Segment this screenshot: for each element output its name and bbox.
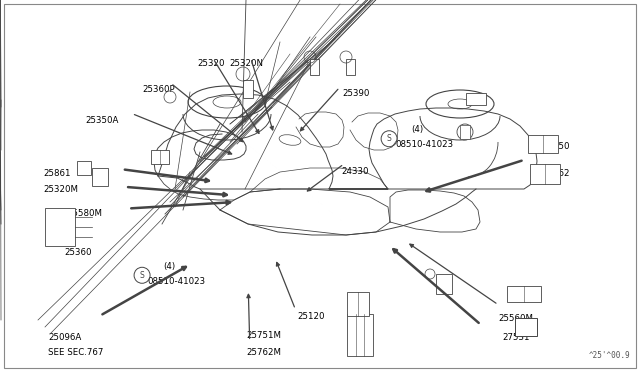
Bar (466, 93, 486, 105)
Bar (77, 161, 91, 175)
Bar (310, 59, 319, 75)
Bar (530, 164, 560, 184)
Bar (347, 292, 369, 316)
Text: S: S (387, 134, 392, 143)
Text: 25120: 25120 (298, 312, 325, 321)
Text: 25320M: 25320M (44, 185, 79, 194)
Text: 25390: 25390 (342, 89, 370, 97)
Text: 25861: 25861 (44, 169, 71, 178)
Text: S: S (140, 271, 145, 280)
Bar (528, 135, 558, 153)
Bar (45, 208, 75, 246)
Bar (92, 168, 108, 186)
Bar (436, 274, 452, 294)
Bar (151, 150, 169, 164)
Bar (515, 318, 537, 336)
Bar (243, 80, 253, 98)
Text: 24330: 24330 (342, 167, 369, 176)
Text: 25096A: 25096A (48, 333, 81, 342)
Text: 25320N: 25320N (229, 59, 263, 68)
Text: 25350A: 25350A (85, 116, 118, 125)
Text: 25320: 25320 (197, 59, 225, 68)
Text: 25762M: 25762M (246, 348, 282, 357)
Text: 25751M: 25751M (246, 331, 282, 340)
Bar (346, 59, 355, 75)
Text: 25762: 25762 (543, 169, 570, 177)
Text: ^25'^00.9: ^25'^00.9 (588, 351, 630, 360)
Bar (507, 286, 541, 302)
Text: (4): (4) (412, 125, 424, 134)
Text: 25580M: 25580M (67, 209, 102, 218)
Text: SEE SEC.767: SEE SEC.767 (48, 348, 104, 357)
Text: 08510-41023: 08510-41023 (147, 277, 205, 286)
Text: 25360: 25360 (64, 248, 92, 257)
Text: 25750: 25750 (543, 142, 570, 151)
Text: 27531: 27531 (502, 333, 530, 342)
Text: 25560M: 25560M (498, 314, 533, 323)
Text: 08510-41023: 08510-41023 (396, 140, 454, 149)
Text: 25360P: 25360P (142, 85, 175, 94)
Bar (347, 314, 373, 356)
Bar (460, 125, 470, 139)
Text: (4): (4) (163, 262, 175, 271)
